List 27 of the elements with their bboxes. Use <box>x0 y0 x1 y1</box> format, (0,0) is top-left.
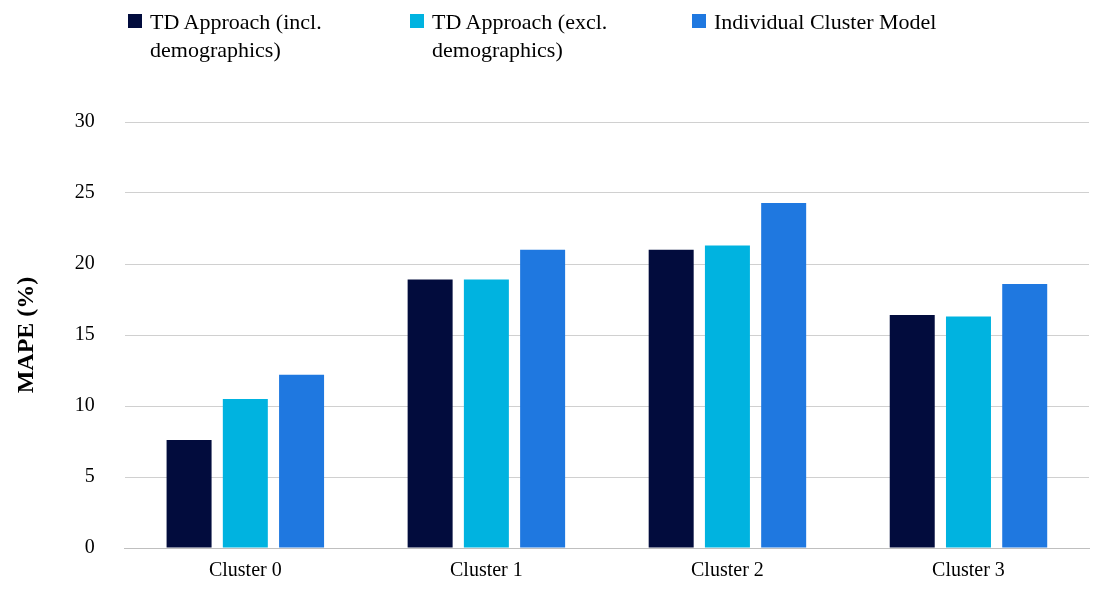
legend-label: TD Approach (incl. demographics) <box>150 8 323 64</box>
bar <box>520 249 566 548</box>
x-tick-label: Cluster 0 <box>208 558 282 581</box>
bar <box>1002 283 1048 548</box>
y-tick-label: 15 <box>74 322 95 345</box>
bar <box>407 279 453 548</box>
y-tick-label: 25 <box>74 180 95 203</box>
bar <box>704 245 750 548</box>
bar <box>463 279 509 548</box>
x-tick-label: Cluster 1 <box>449 558 523 581</box>
bar <box>761 202 807 548</box>
y-tick-label: 10 <box>74 393 95 416</box>
y-tick-label: 0 <box>84 535 95 558</box>
y-tick-label: 20 <box>74 251 95 274</box>
x-tick-label: Cluster 2 <box>691 558 764 581</box>
x-tick-label: Cluster 3 <box>932 558 1005 581</box>
bar <box>166 440 212 548</box>
y-tick-label: 30 <box>74 109 95 132</box>
bar <box>945 316 991 548</box>
bar <box>279 374 325 548</box>
bar <box>889 315 935 548</box>
legend-label: Individual Cluster Model <box>714 8 938 36</box>
y-axis-title: MAPE (%) <box>11 276 38 394</box>
bar <box>648 249 694 548</box>
y-tick-label: 5 <box>84 464 95 487</box>
legend-label: TD Approach (excl. demographics) <box>432 8 609 64</box>
bar <box>222 398 268 548</box>
